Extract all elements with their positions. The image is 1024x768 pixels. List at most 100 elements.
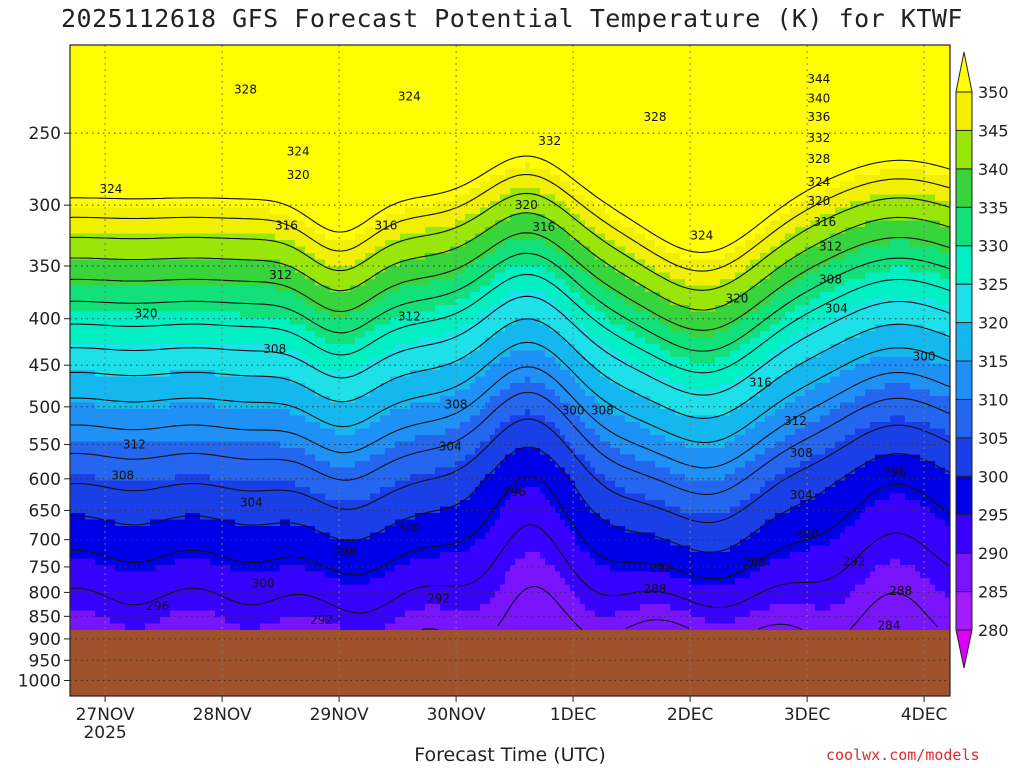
field-cell: [305, 428, 311, 436]
field-cell: [85, 116, 91, 124]
field-cell: [320, 383, 326, 391]
field-cell: [185, 604, 191, 612]
field-cell: [300, 604, 306, 612]
field-cell: [115, 149, 121, 157]
field-cell: [145, 415, 151, 423]
field-cell: [95, 292, 101, 300]
field-cell: [275, 201, 281, 209]
field-cell: [200, 175, 206, 183]
field-cell: [120, 84, 126, 92]
field-cell: [275, 428, 281, 436]
field-cell: [320, 474, 326, 482]
field-cell: [150, 149, 156, 157]
field-cell: [165, 467, 171, 475]
field-cell: [220, 246, 226, 254]
field-cell: [145, 597, 151, 605]
field-cell: [110, 415, 116, 423]
field-cell: [315, 181, 321, 189]
field-cell: [265, 207, 271, 215]
field-cell: [300, 324, 306, 332]
field-cell: [235, 409, 241, 417]
field-cell: [210, 266, 216, 274]
field-cell: [260, 415, 266, 423]
field-cell: [245, 493, 251, 501]
field-cell: [75, 45, 81, 53]
field-cell: [210, 500, 216, 508]
field-cell: [305, 97, 311, 105]
field-cell: [120, 97, 126, 105]
field-cell: [270, 435, 276, 443]
field-cell: [225, 58, 231, 66]
field-cell: [320, 552, 326, 560]
field-cell: [175, 415, 181, 423]
field-cell: [300, 558, 306, 566]
field-cell: [250, 461, 256, 469]
field-cell: [80, 71, 86, 79]
field-cell: [220, 155, 226, 163]
field-cell: [220, 227, 226, 235]
field-cell: [135, 155, 141, 163]
field-cell: [145, 487, 151, 495]
field-cell: [140, 422, 146, 430]
field-cell: [275, 396, 281, 404]
field-cell: [150, 259, 156, 267]
field-cell: [170, 253, 176, 261]
field-cell: [205, 578, 211, 586]
field-cell: [315, 227, 321, 235]
field-cell: [70, 142, 76, 150]
field-cell: [275, 129, 281, 137]
field-cell: [185, 155, 191, 163]
field-cell: [330, 435, 336, 443]
field-cell: [90, 604, 96, 612]
field-cell: [290, 493, 296, 501]
field-cell: [345, 220, 351, 228]
field-cell: [340, 279, 346, 287]
field-cell: [335, 129, 341, 137]
field-cell: [310, 435, 316, 443]
field-cell: [295, 396, 301, 404]
field-cell: [135, 71, 141, 79]
field-cell: [230, 123, 236, 131]
field-cell: [300, 168, 306, 176]
field-cell: [325, 272, 331, 280]
field-cell: [305, 292, 311, 300]
field-cell: [290, 201, 296, 209]
field-cell: [245, 45, 251, 53]
field-cell: [240, 435, 246, 443]
field-cell: [125, 181, 131, 189]
field-cell: [80, 357, 86, 365]
field-cell: [340, 558, 346, 566]
field-cell: [305, 71, 311, 79]
field-cell: [240, 272, 246, 280]
field-cell: [300, 428, 306, 436]
field-cell: [230, 526, 236, 534]
field-cell: [170, 526, 176, 534]
field-cell: [265, 246, 271, 254]
field-cell: [140, 383, 146, 391]
field-cell: [260, 383, 266, 391]
field-cell: [340, 149, 346, 157]
field-cell: [130, 370, 136, 378]
field-cell: [190, 441, 196, 449]
field-cell: [160, 441, 166, 449]
field-cell: [140, 474, 146, 482]
field-cell: [260, 441, 266, 449]
field-cell: [315, 298, 321, 306]
field-cell: [225, 597, 231, 605]
field-cell: [75, 64, 81, 72]
field-cell: [70, 565, 76, 573]
field-cell: [295, 220, 301, 228]
field-cell: [170, 350, 176, 358]
field-cell: [135, 526, 141, 534]
field-cell: [305, 552, 311, 560]
field-cell: [115, 565, 121, 573]
field-cell: [80, 409, 86, 417]
field-cell: [100, 617, 106, 625]
field-cell: [265, 617, 271, 625]
field-cell: [155, 51, 161, 59]
field-cell: [120, 292, 126, 300]
field-cell: [210, 461, 216, 469]
field-cell: [70, 103, 76, 111]
field-cell: [120, 370, 126, 378]
field-cell: [235, 623, 241, 631]
